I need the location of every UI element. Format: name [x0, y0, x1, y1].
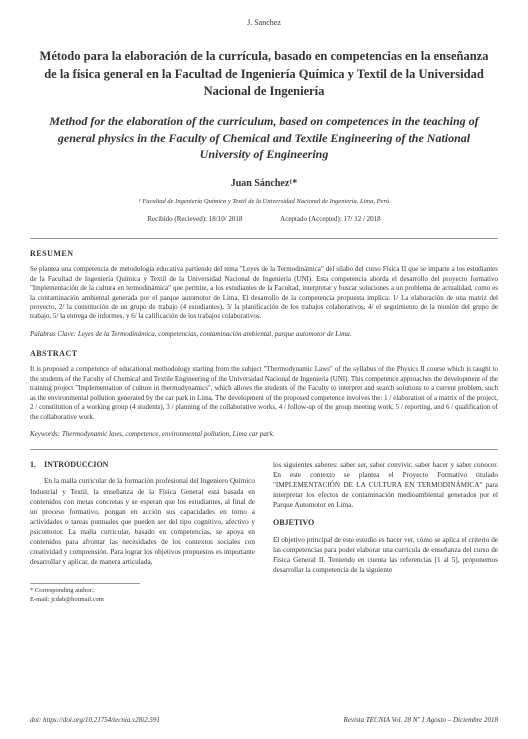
- title-english: Method for the elaboration of the curric…: [30, 113, 498, 163]
- divider: [30, 449, 498, 450]
- palabras-clave: Palabras Clave: Leyes de la Termodinámic…: [30, 330, 498, 339]
- resumen-heading: RESUMEN: [30, 249, 498, 259]
- divider: [30, 238, 498, 239]
- corresponding-author: * Corresponding author.: E-mail: jcdab@h…: [30, 583, 140, 604]
- journal-info: Revista TECNIA Vol. 28 Nº 1 Agosto – Dic…: [344, 716, 498, 725]
- title-spanish: Método para la elaboración de la currícu…: [30, 48, 498, 101]
- column-right: los siguientes saberes: saber ser, saber…: [273, 460, 498, 604]
- objetivo-text: El objetivo principal de este estudio es…: [273, 535, 498, 575]
- column-left: 1. INTRODUCCION En la malla curricular d…: [30, 460, 255, 604]
- introduction-text: En la malla curricular de la formación p…: [30, 476, 255, 567]
- date-accepted: Aceptado (Accepted): 17/ 12 / 2018: [280, 215, 381, 223]
- abstract-text: It is proposed a competence of education…: [30, 365, 498, 422]
- corr-email: E-mail: jcdab@hotmail.com: [30, 596, 140, 604]
- dates-row: Recibido (Recieved): 18/10/ 2018 Aceptad…: [30, 215, 498, 224]
- corr-label: * Corresponding author.:: [30, 587, 140, 595]
- doi: doi: https://doi.org/10.21754/tecnia.v28…: [30, 716, 160, 725]
- author-name: Juan Sánchez¹*: [30, 177, 498, 190]
- keywords: Keywords: Thermodynamic laws, competence…: [30, 430, 498, 439]
- body-columns: 1. INTRODUCCION En la malla curricular d…: [30, 460, 498, 604]
- introduction-heading: 1. INTRODUCCION: [30, 460, 255, 470]
- page-footer: doi: https://doi.org/10.21754/tecnia.v28…: [30, 716, 498, 725]
- objetivo-heading: OBJETIVO: [273, 518, 498, 528]
- abstract-heading: ABSTRACT: [30, 349, 498, 359]
- resumen-text: Se plantea una competencia de metodologí…: [30, 265, 498, 322]
- date-received: Recibido (Recieved): 18/10/ 2018: [147, 215, 242, 223]
- intro-continued: los siguientes saberes: saber ser, saber…: [273, 460, 498, 510]
- affiliation: ¹ Facultad de Ingeniería Química y Texti…: [30, 198, 498, 206]
- author-header: J. Sanchez: [30, 18, 498, 28]
